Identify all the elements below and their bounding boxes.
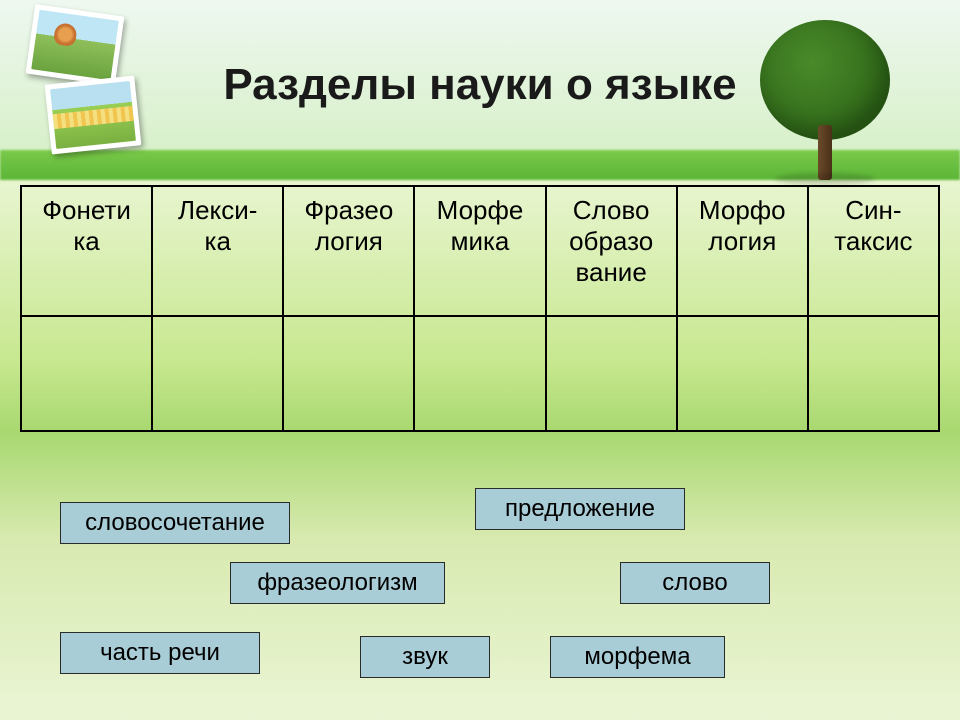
empty-cell bbox=[283, 316, 414, 431]
column-header-line: Слово bbox=[549, 195, 674, 226]
column-header: Словообразование bbox=[546, 186, 677, 316]
column-header-line: Фразео bbox=[286, 195, 411, 226]
column-header-line: таксис bbox=[811, 226, 936, 257]
column-header-line: логия bbox=[286, 226, 411, 257]
empty-cell bbox=[677, 316, 808, 431]
column-header: Морфемика bbox=[414, 186, 545, 316]
term-chip[interactable]: часть речи bbox=[60, 632, 260, 674]
empty-cell bbox=[21, 316, 152, 431]
chips-area: словосочетание предложение фразеологизм сло… bbox=[0, 480, 960, 710]
term-chip[interactable]: предложение bbox=[475, 488, 685, 530]
term-chip[interactable]: морфема bbox=[550, 636, 725, 678]
column-header: Лекси-ка bbox=[152, 186, 283, 316]
sections-table-wrap: ФонетикаЛекси-каФразеологияМорфемикаСлов… bbox=[20, 185, 940, 432]
term-chip[interactable]: звук bbox=[360, 636, 490, 678]
column-header-line: Син- bbox=[811, 195, 936, 226]
column-header-line: логия bbox=[680, 226, 805, 257]
column-header-line: Морфе bbox=[417, 195, 542, 226]
term-chip[interactable]: слово bbox=[620, 562, 770, 604]
sections-table: ФонетикаЛекси-каФразеологияМорфемикаСлов… bbox=[20, 185, 940, 432]
term-chip[interactable]: словосочетание bbox=[60, 502, 290, 544]
empty-cell bbox=[808, 316, 939, 431]
empty-cell bbox=[152, 316, 283, 431]
column-header-line: образо bbox=[549, 226, 674, 257]
table-header-row: ФонетикаЛекси-каФразеологияМорфемикаСлов… bbox=[21, 186, 939, 316]
column-header-line: ка bbox=[155, 226, 280, 257]
term-chip[interactable]: фразеологизм bbox=[230, 562, 445, 604]
empty-cell bbox=[546, 316, 677, 431]
column-header-line: Фонети bbox=[24, 195, 149, 226]
column-header: Фонетика bbox=[21, 186, 152, 316]
column-header-line: Лекси- bbox=[155, 195, 280, 226]
page-title: Разделы науки о языке bbox=[0, 60, 960, 110]
table-empty-row bbox=[21, 316, 939, 431]
column-header: Фразеология bbox=[283, 186, 414, 316]
slide-root: Разделы науки о языке ФонетикаЛекси-каФр… bbox=[0, 0, 960, 720]
column-header-line: ка bbox=[24, 226, 149, 257]
column-header-line: мика bbox=[417, 226, 542, 257]
column-header-line: Морфо bbox=[680, 195, 805, 226]
column-header: Морфология bbox=[677, 186, 808, 316]
column-header-line: вание bbox=[549, 257, 674, 288]
empty-cell bbox=[414, 316, 545, 431]
column-header: Син-таксис bbox=[808, 186, 939, 316]
